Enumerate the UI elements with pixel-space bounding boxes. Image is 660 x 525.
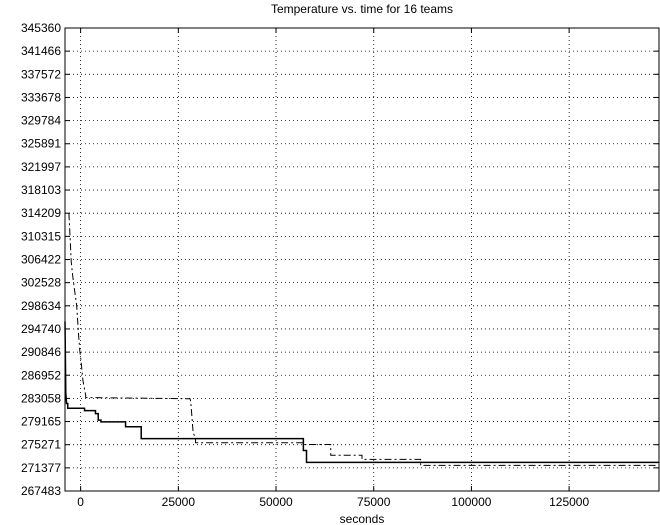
y-tick-label: 275271 xyxy=(21,438,61,452)
x-tick-label: 100000 xyxy=(451,495,491,509)
series-line-dash-dot xyxy=(68,213,659,466)
y-tick-label: 325891 xyxy=(21,137,61,151)
x-tick-label: 125000 xyxy=(549,495,589,509)
y-tick-label: 286952 xyxy=(21,368,61,382)
x-tick-label: 0 xyxy=(77,495,84,509)
series-lines xyxy=(64,213,659,466)
y-tick-label: 329784 xyxy=(21,114,61,128)
y-tick-label: 314209 xyxy=(21,206,61,220)
y-tick-label: 341466 xyxy=(21,44,61,58)
y-tick-label: 345360 xyxy=(21,21,61,35)
y-tick-label: 333678 xyxy=(21,90,61,104)
y-tick-label: 294740 xyxy=(21,322,61,336)
y-tick-label: 290846 xyxy=(21,345,61,359)
y-tick-label: 267483 xyxy=(21,484,61,498)
x-tick-label: 50000 xyxy=(259,495,293,509)
y-tick-label: 321997 xyxy=(21,160,61,174)
y-tick-label: 279165 xyxy=(21,415,61,429)
y-tick-label: 310315 xyxy=(21,229,61,243)
series-line-solid xyxy=(64,321,659,464)
y-tick-label: 337572 xyxy=(21,67,61,81)
y-tick-label: 318103 xyxy=(21,183,61,197)
x-tick-label: 25000 xyxy=(162,495,196,509)
y-tick-label: 271377 xyxy=(21,461,61,475)
axis-ticks xyxy=(65,27,659,492)
grid-lines xyxy=(65,28,659,491)
chart-title: Temperature vs. time for 16 teams xyxy=(271,2,453,16)
y-axis-tick-labels: 267483 271377 275271 279165 283058 286952 2908… xyxy=(21,21,61,498)
y-tick-label: 283058 xyxy=(21,391,61,405)
x-axis-label: seconds xyxy=(340,512,385,525)
y-tick-label: 306422 xyxy=(21,252,61,266)
x-axis-tick-labels: 0 25000 50000 75000 100000 125000 xyxy=(77,495,589,509)
x-tick-label: 75000 xyxy=(357,495,391,509)
y-tick-label: 298634 xyxy=(21,299,61,313)
y-tick-label: 302528 xyxy=(21,276,61,290)
